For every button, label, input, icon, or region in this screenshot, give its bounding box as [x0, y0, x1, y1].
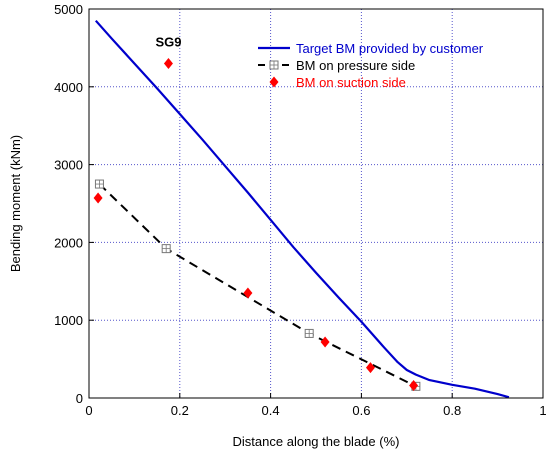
x-tick-label: 0 [85, 403, 92, 418]
pressure-side-point [94, 179, 104, 189]
suction-side-point [409, 380, 419, 392]
suction-side-point [163, 57, 173, 69]
y-axis-label: Bending moment (kNm) [8, 135, 23, 272]
plot-frame [88, 8, 544, 399]
suction-side-point [269, 76, 279, 88]
y-tick-label: 1000 [54, 313, 83, 328]
legend-label: Target BM provided by customer [296, 41, 484, 56]
plot-series [93, 19, 510, 399]
pressure-side-point [269, 60, 279, 70]
legend-item: BM on pressure side [258, 58, 415, 73]
grid-lines [89, 9, 543, 398]
y-tick-label: 3000 [54, 158, 83, 173]
y-tick-label: 0 [76, 391, 83, 406]
legend-item: BM on suction side [269, 75, 406, 90]
legend-label: BM on suction side [296, 75, 406, 90]
target-bm-line [94, 19, 510, 399]
suction-side-point [365, 362, 375, 374]
pressure-side-point [304, 328, 314, 338]
pressure-side-point [161, 244, 171, 254]
x-tick-label: 0.2 [171, 403, 189, 418]
sg9-annotation: SG9 [155, 34, 181, 49]
x-tick-label: 0.6 [352, 403, 370, 418]
y-tick-label: 2000 [54, 235, 83, 250]
annotations: SG9 [155, 34, 181, 49]
x-tick-label: 0.8 [443, 403, 461, 418]
legend-label: BM on pressure side [296, 58, 415, 73]
suction-side-point [243, 287, 253, 299]
x-tick-label: 0.4 [262, 403, 280, 418]
x-tick-label: 1 [539, 403, 546, 418]
x-axis-label: Distance along the blade (%) [233, 434, 400, 449]
legend: Target BM provided by customer BM on pres… [258, 41, 484, 90]
suction-side-point [320, 336, 330, 348]
y-tick-label: 5000 [54, 2, 83, 17]
axis-ticks: 0 0.2 0.4 0.6 0.8 1 0 1000 2000 3000 4000 5000 [54, 2, 547, 418]
pressure-side-line [98, 183, 417, 388]
legend-item: Target BM provided by customer [258, 41, 484, 56]
y-tick-label: 4000 [54, 80, 83, 95]
suction-side-point [93, 192, 103, 204]
